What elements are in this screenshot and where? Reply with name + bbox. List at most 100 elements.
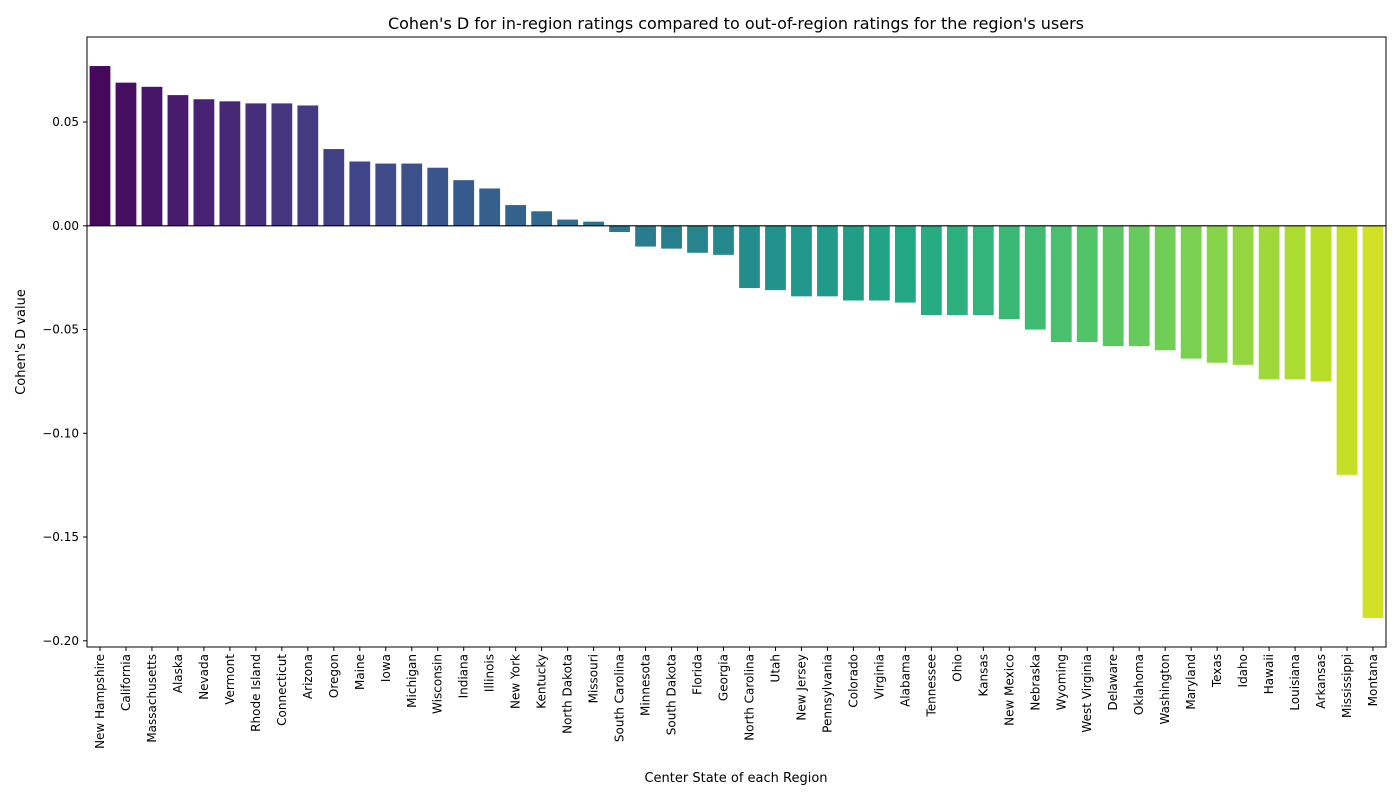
x-tick-label: Connecticut [275,654,289,726]
x-tick-label: Maine [353,654,367,690]
x-tick-label: California [119,654,133,711]
bar-california [115,82,137,226]
bar-arizona [297,105,319,226]
x-tick-label: Wisconsin [431,654,445,714]
x-tick-label: West Virginia [1080,654,1094,733]
bar-oklahoma [1128,225,1150,347]
bar-massachusetts [141,86,163,226]
bar-nebraska [1024,225,1046,330]
x-tick-label: Georgia [717,654,731,701]
x-tick-label: Oregon [327,654,341,698]
x-tick-label: South Carolina [613,654,627,742]
y-tick-label: −0.15 [42,530,79,544]
bar-montana [1362,225,1384,618]
y-axis-title: Cohen's D value [14,289,29,395]
x-tick-label: Nevada [197,654,211,700]
bar-pennsylvania [817,225,838,297]
bar-minnesota [635,225,656,247]
y-tick-label: 0.05 [52,115,79,129]
x-tick-label: Alaska [171,654,185,693]
x-tick-label: Iowa [379,654,393,682]
x-tick-label: New York [509,654,523,709]
y-tick-label: 0.00 [52,219,79,233]
x-tick-label: Delaware [1106,654,1120,711]
bar-kansas [972,225,994,316]
x-tick-label: Kansas [976,654,990,696]
x-tick-label: Mississippi [1340,654,1354,718]
bar-utah [765,225,786,291]
x-tick-label: New Hampshire [93,654,107,749]
x-tick-label: New Mexico [1002,654,1016,726]
x-tick-label: Montana [1366,654,1380,706]
bar-north-dakota [557,219,579,226]
x-tick-label: Utah [768,654,782,682]
x-tick-label: Arizona [301,654,315,699]
bar-ohio [946,225,968,316]
bar-iowa [375,163,397,226]
x-tick-label: Maryland [1184,654,1198,710]
bar-alabama [894,225,916,303]
bar-florida [687,225,708,253]
bar-vermont [219,101,241,226]
x-tick-label: New Jersey [794,654,808,721]
bar-texas [1206,225,1228,363]
plot-frame [86,36,1387,648]
x-tick-label: Texas [1210,654,1224,688]
x-tick-label: Rhode Island [249,654,263,732]
bar-tennessee [920,225,942,316]
bar-new-york [505,205,527,226]
bar-indiana [453,180,475,226]
x-tick-label: Idaho [1236,654,1250,687]
bar-wisconsin [427,167,449,226]
y-axis-ticks: 0.05 0.00 −0.05 −0.10 −0.15 −0.20 [42,115,87,648]
x-tick-label: Indiana [457,654,471,698]
bar-delaware [1102,225,1124,347]
x-tick-label: Ohio [950,654,964,682]
x-tick-label: Wyoming [1054,654,1068,710]
x-tick-label: North Carolina [742,654,756,741]
x-tick-label: Hawaii [1262,654,1276,694]
bar-connecticut [271,103,293,226]
x-tick-label: Alabama [898,654,912,707]
bar-maryland [1180,225,1202,359]
x-tick-label: North Dakota [561,654,575,734]
bar-idaho [1232,225,1254,365]
bar-west-virginia [1076,225,1098,342]
x-tick-label: Tennessee [924,654,938,718]
bar-kentucky [531,211,553,226]
bar-new-hampshire [89,66,111,226]
x-tick-label: Florida [691,654,705,695]
bar-oregon [323,149,345,226]
bar-illinois [479,188,501,226]
y-tick-label: −0.05 [42,323,79,337]
bar-north-carolina [739,225,760,289]
bar-south-dakota [661,225,682,249]
bar-mississippi [1336,225,1358,475]
x-tick-label: Minnesota [639,654,653,716]
x-tick-label: Washington [1158,654,1172,725]
bar-maine [349,161,371,226]
bar-missouri [583,221,604,226]
chart-title: Cohen's D for in-region ratings compared… [388,14,1084,33]
x-axis-ticks: New Hampshire California Massachusetts Alas… [93,647,1380,749]
x-tick-label: Massachusetts [145,654,159,743]
bar-arkansas [1310,225,1332,382]
bar-michigan [401,163,423,226]
x-tick-label: Michigan [405,654,419,708]
x-axis-title: Center State of each Region [644,771,827,786]
bar-rhode-island [245,103,267,226]
x-tick-label: Illinois [483,654,497,692]
x-tick-label: Louisiana [1288,654,1302,711]
x-tick-label: Vermont [223,654,237,705]
bar-new-jersey [791,225,812,297]
x-tick-label: Virginia [872,654,886,699]
x-tick-label: Colorado [846,654,860,708]
x-tick-label: South Dakota [665,654,679,735]
bar-wyoming [1050,225,1072,342]
y-tick-label: −0.20 [42,634,79,648]
x-tick-label: Arkansas [1314,654,1328,709]
bar-washington [1154,225,1176,351]
bar-new-mexico [998,225,1020,320]
